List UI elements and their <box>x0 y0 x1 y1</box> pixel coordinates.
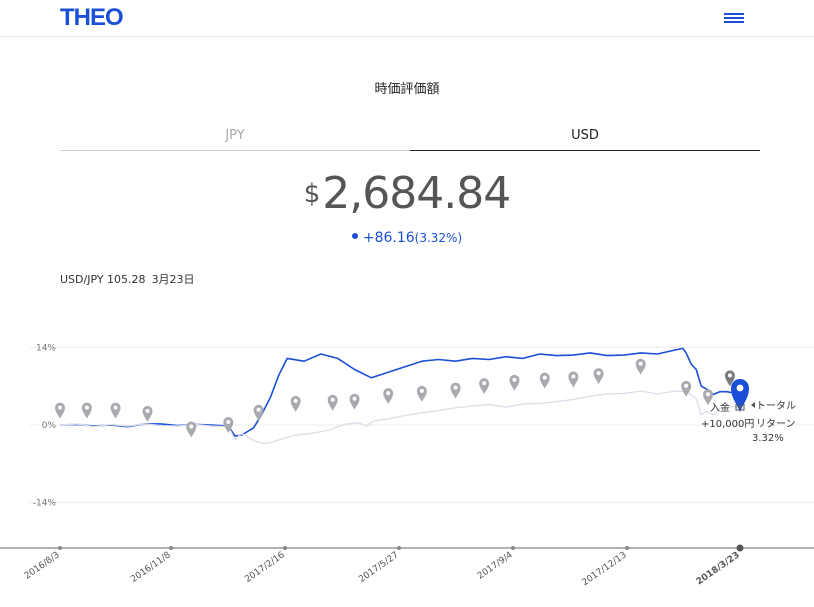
pin-hole <box>256 407 261 412</box>
deposit-pin-icon[interactable] <box>142 405 153 422</box>
x-tick-dot <box>169 546 173 550</box>
x-tick-label: 2017/9/4 <box>476 550 515 582</box>
deposit-pin-icon[interactable] <box>290 395 301 412</box>
deposit-pin-icon[interactable] <box>81 402 92 419</box>
theo-logo[interactable]: THEO <box>60 4 124 31</box>
currency-tabs: JPY USD <box>60 128 760 152</box>
pin-hole <box>386 391 391 396</box>
x-tick-label: 2018/3/23 <box>695 550 742 587</box>
x-tick-dot <box>397 546 401 550</box>
deposit-pin-icon[interactable] <box>703 389 714 406</box>
deposit-pin-icon[interactable] <box>593 368 604 385</box>
fx-pair: USD/JPY 105.28 <box>60 273 146 286</box>
deposit-label: 入金 <box>710 401 730 414</box>
x-tick-label: 2016/11/8 <box>129 550 173 585</box>
deposit-pin-icon[interactable] <box>479 378 490 395</box>
y-tick-label: 14% <box>36 343 56 353</box>
pin-hole <box>706 392 711 397</box>
x-tick-dot <box>736 544 744 552</box>
tab-usd[interactable]: USD <box>410 128 760 151</box>
total-return-label-2: リターン <box>756 418 796 430</box>
pin-hole <box>189 424 194 429</box>
deposit-pin-icon[interactable] <box>383 388 394 405</box>
fx-date: 3月23日 <box>151 273 195 286</box>
deposit-pin-icon[interactable] <box>724 370 735 387</box>
deposit-pin-icon[interactable] <box>253 404 264 421</box>
fx-rate: USD/JPY 105.28 3月23日 <box>60 271 201 287</box>
deposit-pin-icon[interactable] <box>635 358 646 375</box>
y-tick-label: 0% <box>42 421 57 431</box>
deposit-pin-icon[interactable] <box>186 421 197 438</box>
deposit-pin-icon[interactable] <box>110 402 121 419</box>
pin-hole <box>542 375 547 380</box>
hamburger-menu-icon[interactable] <box>722 10 746 26</box>
change-dot-icon <box>351 233 358 239</box>
pin-hole <box>596 371 601 376</box>
deposit-pin-icon[interactable] <box>681 380 692 397</box>
pin-hole <box>226 420 231 424</box>
x-tick-label: 2017/12/13 <box>580 550 628 588</box>
performance-chart[interactable]: 14% 0% -14% 2016/8/3 2016/11/8 2017/2/16 2017/… <box>0 320 814 607</box>
total-return-label-1: トータル <box>756 400 796 412</box>
change-percent: (3.32%) <box>414 231 463 245</box>
pin-hole <box>58 405 62 410</box>
deposit-pin-icon[interactable] <box>509 374 520 391</box>
deposit-pin-icon[interactable] <box>55 402 65 419</box>
pin-hole <box>113 405 118 410</box>
deposit-pin-icon[interactable] <box>416 385 427 402</box>
amount-value: 2,684.84 <box>322 168 511 219</box>
change-indicator: +86.16(3.32%) <box>0 230 814 246</box>
pin-hole <box>684 383 689 388</box>
x-tick-label: 2017/5/27 <box>357 550 401 585</box>
page-title: 時価評価額 <box>374 82 440 97</box>
x-tick-dot <box>283 546 287 550</box>
pin-hole <box>482 381 487 386</box>
deposit-amount: +10,000円 <box>701 419 754 430</box>
deposit-pin-icon[interactable] <box>539 372 550 389</box>
pin-hole <box>727 373 732 378</box>
pin-hole <box>293 398 298 403</box>
tab-jpy[interactable]: JPY <box>60 128 410 151</box>
deposit-pin-icon[interactable] <box>450 382 461 399</box>
y-tick-label: -14% <box>33 499 57 509</box>
total-return-value: 3.32% <box>752 433 784 444</box>
deposit-icon <box>735 402 745 411</box>
deposit-pin-icon[interactable] <box>568 371 579 388</box>
pin-hole <box>330 397 335 402</box>
deposit-pin-icon[interactable] <box>327 394 338 411</box>
deposit-pin-icon[interactable] <box>349 393 360 410</box>
pin-hole <box>352 396 357 401</box>
x-tick-label: 2016/8/3 <box>23 550 62 581</box>
current-pin-hole <box>736 384 744 392</box>
x-tick-dot <box>625 546 629 550</box>
pin-hole <box>571 374 576 379</box>
pin-hole <box>145 408 150 413</box>
x-tick-label: 2017/2/16 <box>243 550 287 585</box>
pin-hole <box>84 405 89 410</box>
change-value: +86.16 <box>362 230 415 246</box>
pin-hole <box>419 388 424 393</box>
app-header: THEO <box>0 0 814 37</box>
benchmark-series-line <box>59 390 741 444</box>
pin-hole <box>453 385 458 390</box>
pointer-arrow-icon <box>751 402 755 408</box>
x-tick-dot <box>511 546 515 550</box>
currency-symbol: $ <box>303 179 321 209</box>
current-value-pin-icon[interactable] <box>731 379 749 412</box>
valuation-amount: $2,684.84 <box>0 168 814 219</box>
pin-hole <box>512 377 517 382</box>
pin-hole <box>638 361 643 366</box>
x-tick-dot <box>58 546 62 550</box>
deposit-pin-icon[interactable] <box>223 417 234 433</box>
